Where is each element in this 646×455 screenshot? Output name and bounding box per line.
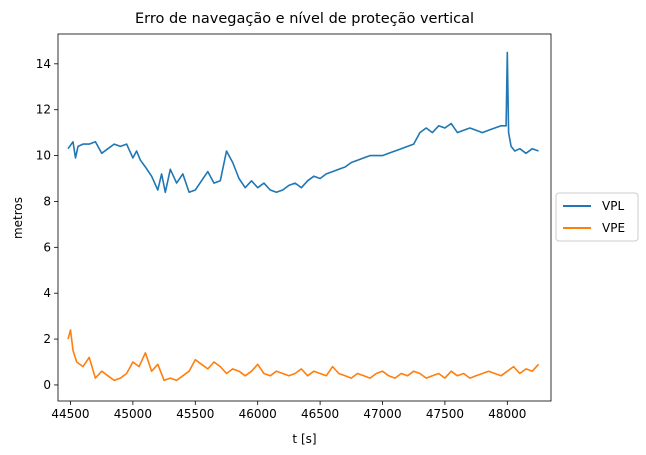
y-tick-label: 12 bbox=[36, 103, 51, 117]
plot-frame bbox=[57, 33, 552, 402]
legend-vpl-label: VPL bbox=[602, 199, 624, 213]
legend-vpe-label: VPE bbox=[602, 221, 625, 235]
y-tick-label: 4 bbox=[43, 286, 51, 300]
x-tick-label: 46500 bbox=[301, 407, 339, 421]
x-tick-label: 48000 bbox=[488, 407, 526, 421]
y-tick-label: 8 bbox=[43, 194, 51, 208]
axes: 44500 45000 45500 46000 46500 47000 47500 48000… bbox=[36, 33, 552, 421]
plot-area bbox=[67, 51, 540, 382]
x-tick-label: 46000 bbox=[239, 407, 277, 421]
y-tick-label: 0 bbox=[43, 378, 51, 392]
x-tick-label: 44500 bbox=[51, 407, 89, 421]
chart-title: Erro de navegação e nível de proteção ve… bbox=[135, 11, 474, 27]
series-line-vpl bbox=[67, 51, 539, 194]
y-tick-label: 14 bbox=[36, 57, 51, 71]
legend: VPL VPE bbox=[555, 192, 639, 242]
y-tick-label: 6 bbox=[43, 240, 51, 254]
x-tick-label: 47000 bbox=[363, 407, 401, 421]
x-tick-label: 45000 bbox=[114, 407, 152, 421]
y-tick-label: 10 bbox=[36, 149, 51, 163]
legend-box bbox=[555, 192, 639, 242]
y-axis-label: metros bbox=[11, 197, 25, 239]
y-tick-label: 2 bbox=[43, 332, 51, 346]
x-tick-label: 45500 bbox=[176, 407, 214, 421]
series-line-vpe bbox=[67, 329, 540, 382]
x-axis-label: t [s] bbox=[292, 432, 316, 446]
x-tick-label: 47500 bbox=[426, 407, 464, 421]
